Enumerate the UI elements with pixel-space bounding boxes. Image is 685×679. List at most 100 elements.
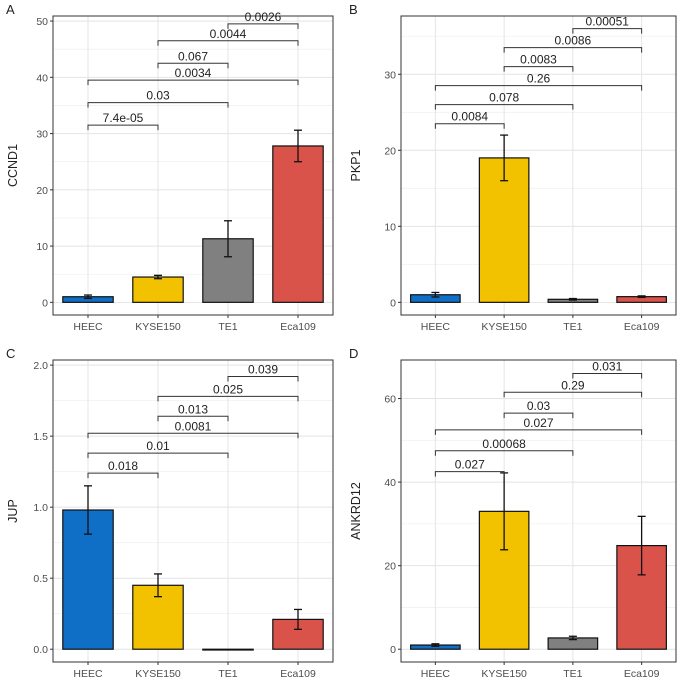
p-value-label: 7.4e-05	[103, 111, 144, 125]
p-value-label: 0.26	[527, 72, 551, 86]
significance-bracket	[503, 412, 574, 419]
p-value-label: 0.29	[561, 378, 585, 392]
significance-bracket	[87, 452, 229, 459]
y-tick-label: 1.0	[33, 502, 48, 514]
significance-bracket	[434, 471, 505, 477]
x-tick-label: Eca109	[624, 321, 660, 333]
x-tick-label: HEEC	[421, 668, 451, 679]
p-value-label: 0.0081	[175, 419, 212, 433]
p-value-label: 0.039	[248, 362, 278, 376]
y-tick-label: 60	[384, 394, 396, 406]
significance-bracket	[157, 415, 229, 422]
x-tick-label: TE1	[563, 668, 582, 679]
p-value-label: 0.031	[592, 359, 622, 373]
y-tick-label: 0	[390, 297, 396, 309]
y-tick-label: 1.5	[33, 431, 48, 443]
y-tick-label: 0	[42, 297, 48, 309]
significance-bracket	[157, 40, 299, 46]
y-axis-title: JUP	[6, 499, 20, 523]
x-tick-label: HEEC	[73, 321, 103, 333]
significance-bracket	[87, 472, 159, 479]
panel-label: A	[6, 2, 15, 17]
panel-c: C 0.0 0.5 1.0 1.5 2.0 HEEC KYSE150 TE1 Eca109 JUP 0…	[6, 346, 334, 679]
significance-bracket	[434, 450, 574, 456]
significance-bracket	[572, 372, 643, 379]
panel-label: B	[349, 2, 358, 17]
y-tick-label: 30	[384, 69, 396, 81]
x-tick-label: KYSE150	[481, 668, 527, 679]
x-tick-label: KYSE150	[135, 321, 181, 333]
plot-border	[52, 359, 334, 663]
significance-bracket	[87, 79, 299, 86]
p-value-label: 0.0083	[520, 53, 557, 67]
plot-border	[400, 15, 677, 316]
p-value-label: 0.027	[523, 416, 553, 430]
y-tick-label: 0.0	[33, 644, 48, 656]
panel-label: C	[6, 346, 15, 361]
p-value-label: 0.00051	[586, 15, 630, 29]
significance-bracket	[227, 375, 299, 382]
panel-d: D 0 20 40 60 HEEC KYSE150 TE1 Eca109 ANKRD12 0.027…	[349, 346, 677, 679]
significance-bracket	[503, 391, 643, 398]
p-value-label: 0.027	[455, 458, 485, 472]
significance-bracket	[503, 47, 643, 53]
y-tick-label: 0	[390, 644, 396, 656]
x-tick-label: KYSE150	[135, 668, 181, 679]
plot-border	[400, 359, 677, 663]
p-value-label: 0.0084	[451, 110, 488, 124]
x-tick-label: Eca109	[624, 668, 660, 679]
x-tick-label: Eca109	[280, 321, 316, 333]
p-value-label: 0.0034	[175, 66, 212, 80]
p-value-label: 0.0044	[210, 27, 247, 41]
y-axis-title: PKP1	[349, 149, 363, 181]
p-value-label: 0.018	[108, 459, 138, 473]
y-tick-label: 10	[36, 241, 48, 253]
significance-bracket	[87, 432, 299, 439]
significance-bracket	[87, 102, 229, 108]
y-tick-label: 40	[384, 477, 396, 489]
x-tick-label: TE1	[218, 668, 237, 679]
y-tick-label: 2.0	[33, 360, 48, 372]
p-value-label: 0.0026	[245, 10, 282, 24]
p-value-label: 0.0086	[555, 34, 592, 48]
p-value-label: 0.00068	[482, 437, 526, 451]
x-tick-label: TE1	[218, 321, 237, 333]
bar-te1	[202, 648, 254, 651]
y-tick-label: 50	[36, 16, 48, 28]
significance-bracket	[434, 123, 505, 129]
x-tick-label: KYSE150	[481, 321, 527, 333]
p-value-label: 0.03	[527, 399, 551, 413]
plot-border	[52, 15, 334, 316]
significance-bracket	[503, 66, 574, 72]
bar-kyse150	[132, 276, 184, 303]
y-axis-title: CCND1	[6, 144, 20, 187]
bar-eca109	[272, 145, 324, 303]
significance-bracket	[157, 395, 299, 402]
panel-a: A 0 10 20 30 40 50 HEEC KYSE150 TE1 Eca109 CCND1 7.4…	[6, 2, 334, 333]
significance-bracket	[434, 429, 643, 435]
panel-label: D	[349, 346, 358, 361]
significance-bracket	[434, 85, 643, 91]
significance-bracket	[572, 28, 643, 34]
y-tick-label: 0.5	[33, 573, 48, 585]
p-value-label: 0.01	[146, 439, 170, 453]
p-value-label: 0.03	[146, 89, 170, 103]
x-tick-label: HEEC	[421, 321, 451, 333]
p-value-label: 0.013	[178, 402, 208, 416]
p-value-label: 0.025	[213, 382, 243, 396]
y-tick-label: 10	[384, 221, 396, 233]
significance-bracket	[434, 104, 574, 110]
y-tick-label: 20	[36, 185, 48, 197]
x-tick-label: Eca109	[280, 668, 316, 679]
x-tick-label: TE1	[563, 321, 582, 333]
significance-bracket	[227, 23, 299, 29]
y-axis-title: ANKRD12	[349, 482, 363, 540]
p-value-label: 0.078	[489, 91, 519, 105]
y-tick-label: 20	[384, 561, 396, 573]
significance-bracket	[87, 124, 159, 131]
x-tick-label: HEEC	[73, 668, 103, 679]
significance-bracket	[157, 62, 229, 69]
y-tick-label: 20	[384, 145, 396, 157]
